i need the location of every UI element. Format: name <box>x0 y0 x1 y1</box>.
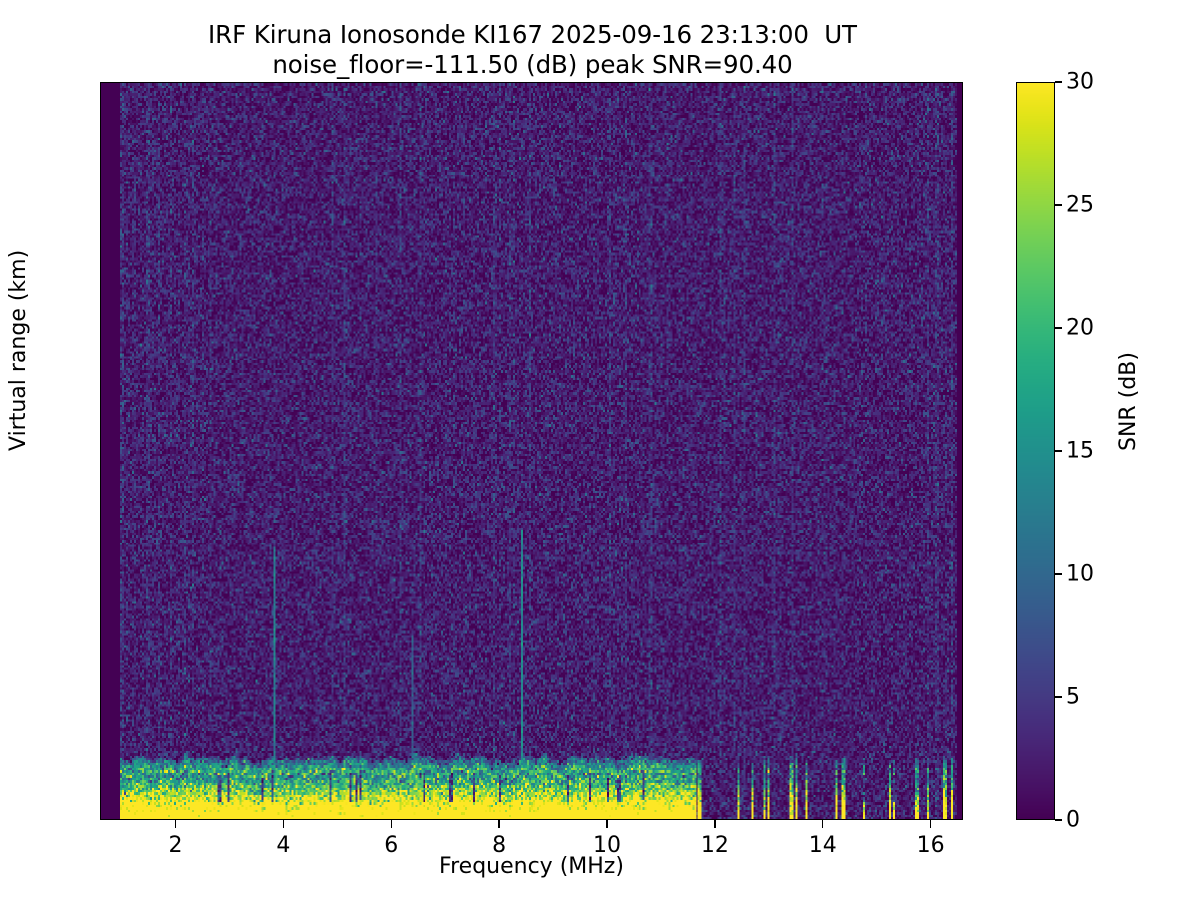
y-axis-label: Virtual range (km) <box>6 249 31 451</box>
x-tick-mark <box>390 820 392 828</box>
title-line-2: noise_floor=-111.50 (dB) peak SNR=90.40 <box>272 49 793 79</box>
colorbar-gradient <box>1017 83 1054 819</box>
colorbar-tick-label: 0 <box>1066 807 1080 833</box>
colorbar-tick-label: 10 <box>1066 561 1094 587</box>
x-tick-mark <box>174 820 177 828</box>
x-axis-label: Frequency (MHz) <box>439 854 624 879</box>
plot-axes[interactable] <box>100 82 963 820</box>
colorbar-tick-mark <box>1055 204 1062 206</box>
title-line-1: IRF Kiruna Ionosonde KI167 2025-09-16 23… <box>208 20 857 49</box>
colorbar-tick-mark <box>1055 450 1062 452</box>
colorbar-container[interactable] <box>1016 82 1055 820</box>
colorbar-label: SNR (dB) <box>1116 352 1141 451</box>
x-tick-mark <box>282 820 285 828</box>
colorbar-tick-mark <box>1055 327 1062 329</box>
x-tick-mark <box>606 820 608 828</box>
colorbar-tick-mark <box>1055 819 1062 821</box>
colorbar-tick-label: 30 <box>1066 69 1094 95</box>
x-tick-mark <box>822 820 824 828</box>
colorbar-tick-mark <box>1055 573 1062 575</box>
x-tick-mark <box>929 820 932 828</box>
colorbar-tick-label: 25 <box>1066 192 1094 218</box>
colorbar-tick-label: 5 <box>1066 684 1080 710</box>
colorbar-tick-mark <box>1055 696 1062 698</box>
ionogram-heatmap[interactable] <box>101 83 962 819</box>
colorbar-tick-label: 15 <box>1066 438 1094 464</box>
x-tick-mark <box>498 820 500 828</box>
colorbar[interactable] <box>1016 82 1055 820</box>
colorbar-tick-label: 20 <box>1066 315 1094 341</box>
colorbar-tick-mark <box>1055 81 1062 83</box>
figure-title: IRF Kiruna Ionosonde KI167 2025-09-16 23… <box>0 20 1065 80</box>
x-tick-mark <box>714 820 716 828</box>
